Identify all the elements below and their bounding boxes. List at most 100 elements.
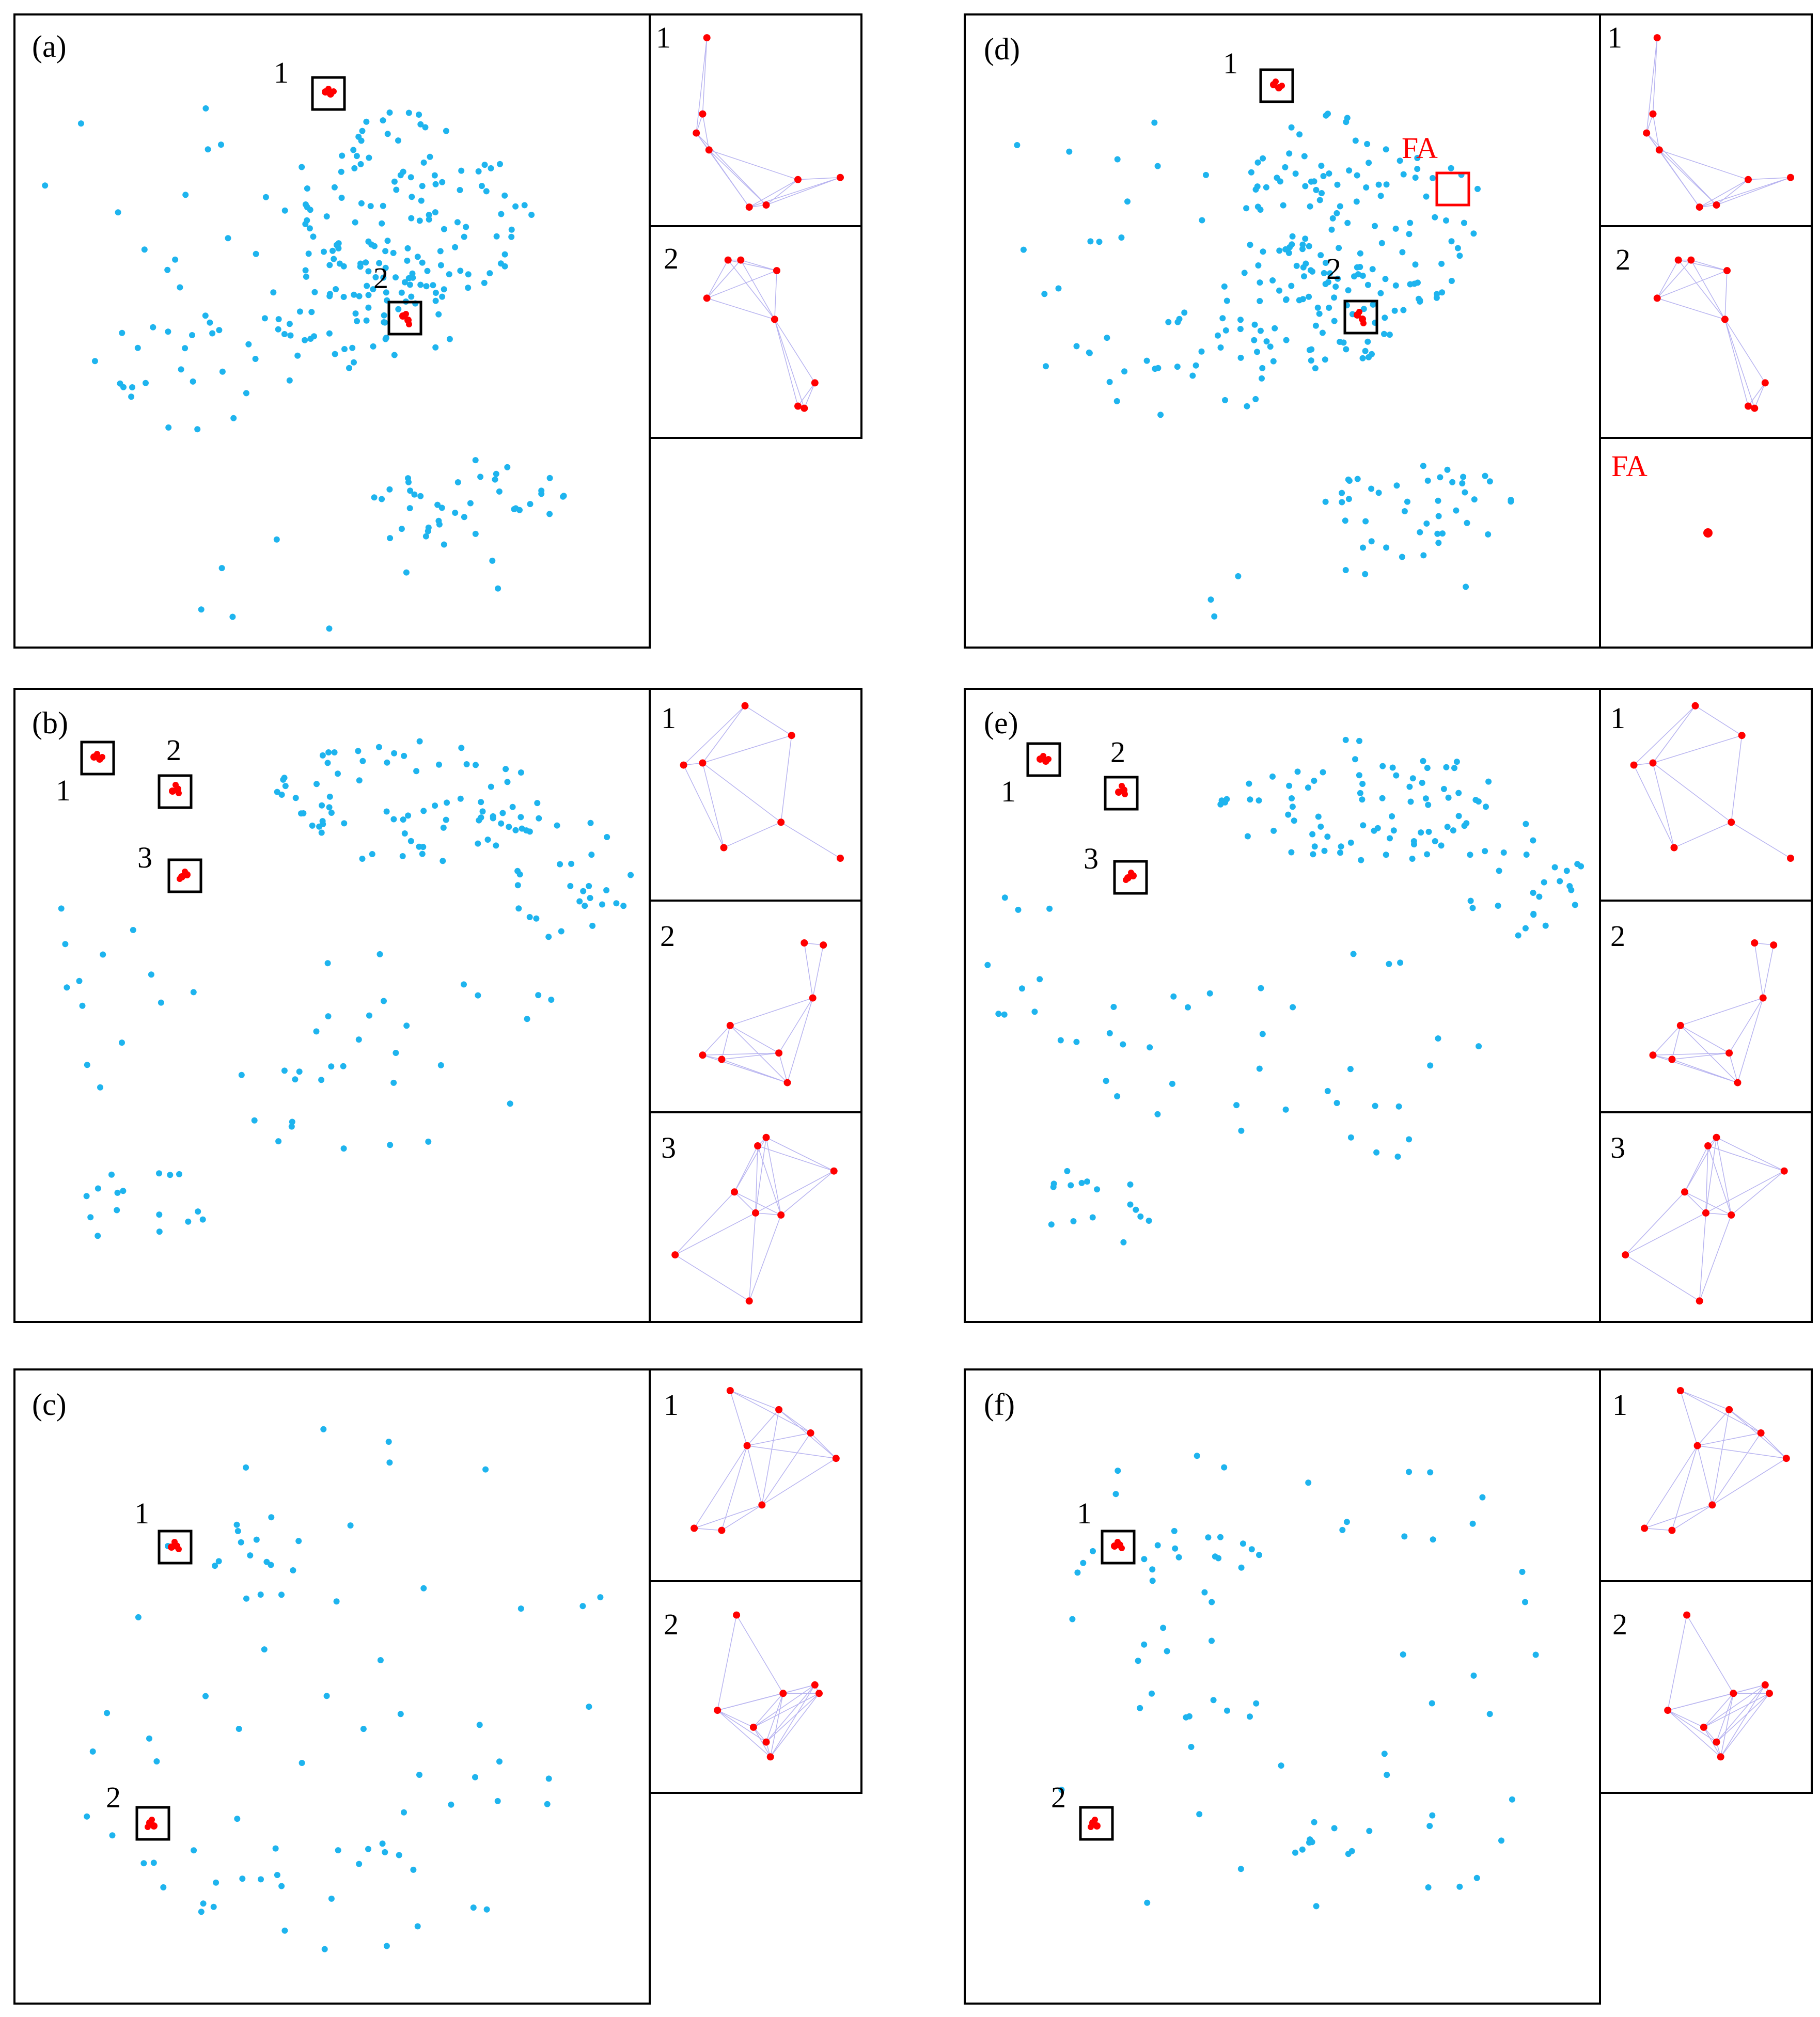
constellation-link xyxy=(1754,383,1766,408)
background-point xyxy=(1469,1520,1476,1527)
constellation-point xyxy=(1717,1753,1724,1761)
background-point xyxy=(441,286,447,293)
background-point xyxy=(1127,1201,1134,1208)
constellation-link xyxy=(1720,1693,1734,1757)
background-point xyxy=(390,816,397,823)
background-point xyxy=(432,209,438,216)
background-point xyxy=(1223,796,1230,802)
background-point xyxy=(1292,170,1299,177)
background-point xyxy=(1444,824,1451,830)
constellation-link xyxy=(1697,1445,1713,1505)
background-point xyxy=(431,172,438,179)
background-point xyxy=(363,317,370,324)
background-point xyxy=(1015,906,1022,913)
background-point xyxy=(318,829,325,836)
constellation-link xyxy=(730,1025,779,1053)
background-point xyxy=(1046,905,1053,912)
background-point xyxy=(1440,785,1447,792)
constellation-link xyxy=(707,270,777,299)
background-point xyxy=(1401,1533,1408,1540)
background-point xyxy=(1312,365,1319,372)
background-point xyxy=(200,1900,207,1907)
background-point xyxy=(1301,273,1307,280)
constellation-link xyxy=(1680,1390,1761,1433)
background-point xyxy=(458,745,465,751)
constellation-link xyxy=(730,997,813,1026)
constellation-link xyxy=(753,1693,820,1728)
panel-b-points xyxy=(58,738,634,1239)
background-point xyxy=(1374,825,1381,831)
panel-e-frame xyxy=(964,688,1601,1323)
panel-f-inset-1-constellation xyxy=(1641,1387,1790,1534)
background-point xyxy=(363,118,370,125)
background-point xyxy=(263,1558,270,1565)
constellation-point xyxy=(1745,402,1752,410)
background-point xyxy=(189,332,195,338)
background-point xyxy=(528,212,535,218)
background-point xyxy=(390,1079,397,1086)
constellation-point xyxy=(794,402,802,410)
background-point xyxy=(191,1847,197,1854)
background-point xyxy=(1189,372,1196,379)
panel-f: (f) 1 2 1 2 xyxy=(964,1368,1813,2005)
panel-e-inset-3-constellation xyxy=(1622,1133,1788,1305)
background-point xyxy=(1321,270,1327,276)
panel-f-target-cluster-2 xyxy=(1088,1817,1101,1830)
background-point xyxy=(1299,246,1306,253)
background-point xyxy=(156,1211,163,1218)
background-point xyxy=(395,137,401,144)
background-point xyxy=(1418,829,1424,836)
background-point xyxy=(410,274,416,281)
background-point xyxy=(243,1595,249,1602)
background-point xyxy=(356,777,363,784)
background-point xyxy=(323,213,330,220)
background-point xyxy=(281,207,288,214)
constellation-link xyxy=(1705,1137,1717,1214)
background-point xyxy=(1269,277,1276,283)
background-point xyxy=(493,470,499,477)
constellation-link xyxy=(753,1693,783,1728)
background-point xyxy=(1416,295,1422,302)
constellation-link xyxy=(778,1409,811,1433)
background-point xyxy=(1437,474,1444,481)
background-point xyxy=(153,1758,160,1764)
background-point xyxy=(1469,905,1476,911)
background-point xyxy=(195,1208,201,1215)
background-point xyxy=(1336,245,1342,251)
background-point xyxy=(1338,843,1344,850)
background-point xyxy=(1400,171,1407,178)
background-point xyxy=(1127,1181,1134,1188)
background-point xyxy=(1154,1111,1161,1117)
background-point xyxy=(1244,403,1250,409)
constellation-point xyxy=(743,1442,751,1449)
background-point xyxy=(100,951,106,958)
background-point xyxy=(1328,226,1335,233)
background-point xyxy=(341,820,348,827)
background-point xyxy=(407,487,414,494)
constellation-point xyxy=(762,1738,770,1746)
background-point xyxy=(1291,817,1297,824)
background-point xyxy=(504,779,511,785)
background-point xyxy=(1282,164,1289,170)
background-point xyxy=(1201,1589,1208,1596)
background-point xyxy=(1302,183,1309,190)
constellation-link xyxy=(1705,1171,1785,1214)
background-point xyxy=(253,1536,260,1543)
background-point xyxy=(1470,1672,1477,1679)
background-point xyxy=(1315,813,1322,820)
background-point xyxy=(499,810,506,816)
background-point xyxy=(380,274,387,281)
background-point xyxy=(475,840,481,847)
background-point xyxy=(1320,173,1327,179)
background-point xyxy=(1435,540,1442,546)
background-point xyxy=(387,535,394,542)
background-point xyxy=(1345,287,1352,294)
constellation-link xyxy=(1657,297,1725,320)
constellation-link xyxy=(1724,319,1755,408)
background-point xyxy=(383,1943,390,1949)
background-point xyxy=(278,1591,285,1598)
background-point xyxy=(1325,111,1331,117)
constellation-link xyxy=(674,1191,735,1255)
background-point xyxy=(984,962,991,968)
background-point xyxy=(1369,266,1376,273)
